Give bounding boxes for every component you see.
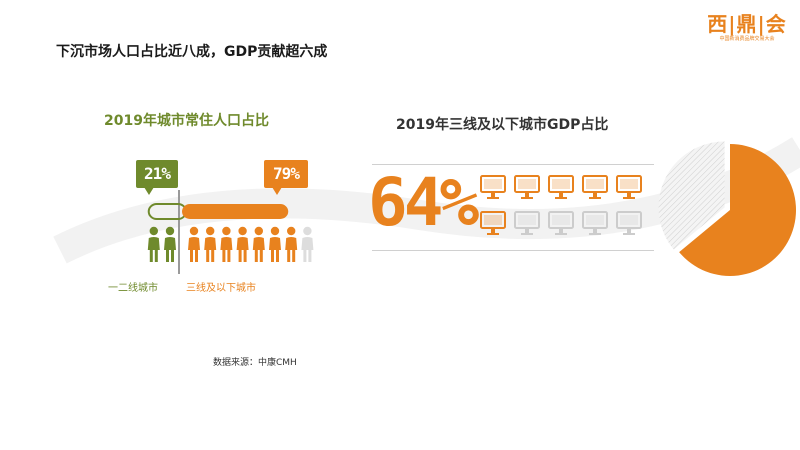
population-chart-title: 2019年城市常住人口占比 <box>104 113 269 129</box>
monitor-icon <box>582 211 608 235</box>
category-label-tier12: 一二线城市 <box>108 283 158 294</box>
divider-line <box>178 190 180 274</box>
pie-slice-remainder <box>658 141 725 250</box>
monitor-icon <box>480 211 506 235</box>
person-icon <box>236 226 249 262</box>
monitor-icon <box>514 211 540 235</box>
monitor-icon <box>548 211 574 235</box>
divider-top <box>372 164 654 165</box>
logo-name: 西|鼎|会 <box>707 12 787 36</box>
pie-slices <box>658 141 797 276</box>
gdp-percentage: 64% <box>368 164 479 241</box>
person-icon <box>204 226 217 262</box>
person-icon <box>164 226 176 262</box>
person-icon <box>147 226 160 262</box>
divider-bottom <box>372 250 654 251</box>
page-title: 下沉市场人口占比近八成，GDP贡献超六成 <box>56 44 328 60</box>
person-icon <box>252 226 265 262</box>
monitor-icon <box>616 175 642 199</box>
gdp-chart-title: 2019年三线及以下城市GDP占比 <box>396 117 609 133</box>
people-icons <box>147 226 314 262</box>
value-label-tier12: 21% <box>136 160 178 195</box>
person-icon <box>269 226 281 262</box>
bar-tier3plus <box>182 204 289 219</box>
monitor-icon <box>514 175 540 199</box>
brand-logo: 西|鼎|会 中国新消费品牌交易大会 <box>702 12 792 43</box>
person-icon <box>220 226 233 262</box>
data-source: 数据来源：中康CMH <box>213 358 297 368</box>
person-icon <box>285 226 298 262</box>
monitor-icon <box>582 175 608 199</box>
person-icon <box>301 226 314 262</box>
person-icon <box>188 226 200 262</box>
monitor-icon <box>548 175 574 199</box>
monitor-icon <box>616 211 642 235</box>
value-label-tier3plus: 79% <box>264 160 308 195</box>
category-label-tier3plus: 三线及以下城市 <box>186 283 256 294</box>
monitor-icon <box>480 175 506 199</box>
logo-subtitle: 中国新消费品牌交易大会 <box>719 36 775 42</box>
pie-slice-gdp-share <box>679 144 797 276</box>
monitor-icons <box>480 175 642 235</box>
